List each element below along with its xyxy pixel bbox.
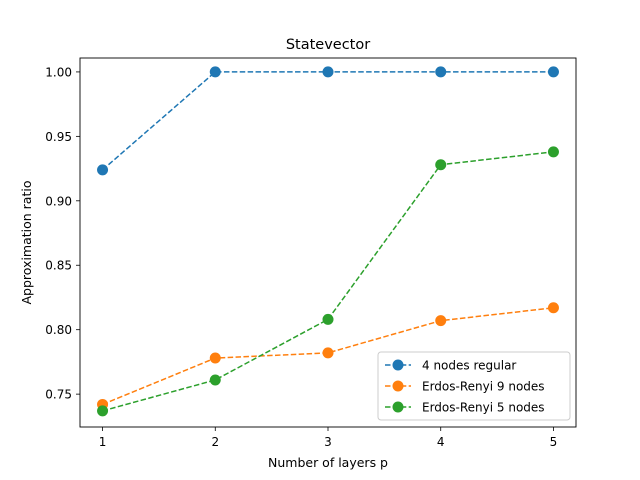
- data-point: [435, 159, 447, 171]
- data-point: [322, 347, 334, 359]
- legend-entry: Erdos-Renyi 5 nodes: [385, 401, 545, 415]
- x-tick-label: 1: [99, 435, 107, 449]
- axis-ticks: 1 2 3 4 5 0.75 0.80 0.85 0.90 0.95 1.00: [45, 65, 557, 449]
- x-tick-label: 4: [437, 435, 445, 449]
- series-1: [97, 66, 559, 176]
- data-point: [435, 66, 447, 78]
- data-point: [97, 405, 109, 417]
- plot-frame: [79, 57, 577, 428]
- x-tick-label: 5: [550, 435, 558, 449]
- data-point: [547, 302, 559, 314]
- legend-box: [377, 351, 571, 421]
- x-axis-label: Number of layers p: [268, 455, 388, 470]
- x-tick-label: 2: [211, 435, 219, 449]
- data-point: [547, 66, 559, 78]
- legend-label: Erdos-Renyi 9 nodes: [422, 380, 545, 394]
- data-point: [547, 146, 559, 158]
- series-3: [97, 146, 559, 417]
- series-2: [97, 302, 559, 410]
- chart-title: Statevector: [286, 37, 370, 53]
- legend-label: 4 nodes regular: [422, 359, 516, 373]
- legend: 4 nodes regular Erdos-Renyi 9 nodes Erdos-…: [377, 351, 571, 421]
- y-tick-label: 1.00: [45, 65, 72, 79]
- y-tick-label: 0.90: [45, 194, 72, 208]
- legend-marker: [392, 401, 404, 413]
- legend-entry: 4 nodes regular: [385, 359, 516, 373]
- series-line: [102, 307, 554, 406]
- y-axis-label: Approximation ratio: [19, 181, 34, 305]
- data-point: [209, 374, 221, 386]
- x-tick-label: 3: [324, 435, 332, 449]
- legend-marker: [392, 359, 404, 371]
- y-tick-label: 0.85: [45, 259, 72, 273]
- data-point: [97, 164, 109, 176]
- y-tick-label: 0.95: [45, 130, 72, 144]
- legend-entry: Erdos-Renyi 9 nodes: [385, 380, 545, 394]
- y-tick-label: 0.80: [45, 323, 72, 337]
- data-point: [209, 66, 221, 78]
- data-point: [322, 66, 334, 78]
- legend-marker: [392, 380, 404, 392]
- legend-label: Erdos-Renyi 5 nodes: [422, 401, 545, 415]
- series-layer: [97, 66, 559, 417]
- data-point: [435, 315, 447, 327]
- y-tick-label: 0.75: [45, 388, 72, 402]
- series-line: [102, 151, 554, 412]
- data-point: [209, 352, 221, 364]
- data-point: [322, 313, 334, 325]
